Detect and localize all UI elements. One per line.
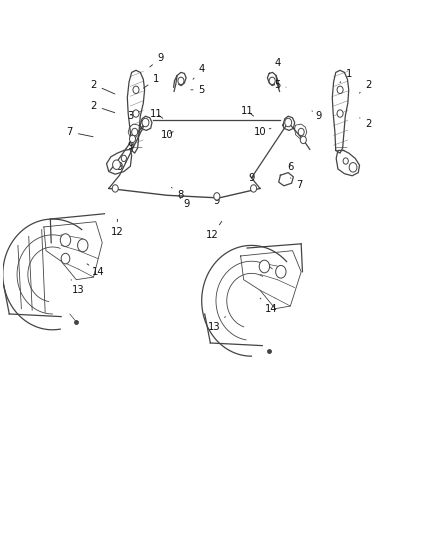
Text: 3: 3 bbox=[127, 111, 139, 121]
Text: 13: 13 bbox=[208, 317, 226, 332]
Text: 2: 2 bbox=[359, 79, 371, 93]
Circle shape bbox=[78, 239, 88, 252]
Text: 14: 14 bbox=[87, 264, 104, 277]
Text: 4: 4 bbox=[193, 64, 205, 79]
Text: 7: 7 bbox=[290, 178, 302, 190]
Circle shape bbox=[61, 253, 70, 264]
Text: 10: 10 bbox=[161, 130, 173, 140]
Circle shape bbox=[112, 185, 118, 192]
Text: 9: 9 bbox=[117, 162, 126, 172]
Circle shape bbox=[113, 160, 120, 169]
Circle shape bbox=[133, 86, 139, 93]
Text: 5: 5 bbox=[274, 79, 286, 90]
Circle shape bbox=[130, 135, 135, 142]
Circle shape bbox=[269, 77, 275, 85]
Text: 8: 8 bbox=[171, 188, 183, 200]
Circle shape bbox=[300, 136, 306, 143]
Text: 2: 2 bbox=[90, 101, 115, 112]
Circle shape bbox=[349, 163, 357, 172]
Circle shape bbox=[121, 155, 127, 161]
Text: 12: 12 bbox=[111, 219, 124, 237]
Circle shape bbox=[276, 265, 286, 278]
Text: 6: 6 bbox=[287, 163, 293, 172]
Text: 9: 9 bbox=[127, 140, 139, 151]
Circle shape bbox=[337, 110, 343, 117]
Text: 2: 2 bbox=[360, 118, 371, 129]
Circle shape bbox=[285, 118, 292, 127]
Circle shape bbox=[132, 128, 138, 136]
Text: 11: 11 bbox=[241, 106, 254, 116]
Text: 9: 9 bbox=[248, 173, 254, 183]
Text: 10: 10 bbox=[254, 127, 271, 137]
Circle shape bbox=[60, 234, 71, 246]
Text: 11: 11 bbox=[150, 109, 162, 118]
Text: 2: 2 bbox=[90, 79, 115, 94]
Text: 4: 4 bbox=[269, 59, 280, 74]
Text: 5: 5 bbox=[191, 85, 205, 95]
Text: 9: 9 bbox=[150, 53, 164, 67]
Text: 9: 9 bbox=[180, 198, 190, 209]
Text: 14: 14 bbox=[260, 298, 277, 314]
Text: 9: 9 bbox=[214, 196, 220, 206]
Circle shape bbox=[214, 192, 220, 200]
Circle shape bbox=[298, 128, 304, 136]
Text: 12: 12 bbox=[206, 221, 222, 240]
Circle shape bbox=[259, 260, 270, 273]
Text: 7: 7 bbox=[67, 127, 93, 137]
Text: 13: 13 bbox=[71, 280, 85, 295]
Circle shape bbox=[337, 86, 343, 93]
Circle shape bbox=[343, 158, 348, 164]
Text: 1: 1 bbox=[340, 69, 352, 83]
Circle shape bbox=[133, 110, 139, 117]
Circle shape bbox=[178, 77, 184, 85]
Text: 9: 9 bbox=[312, 111, 321, 121]
Text: 1: 1 bbox=[143, 74, 159, 88]
Circle shape bbox=[251, 185, 257, 192]
Circle shape bbox=[142, 118, 149, 127]
